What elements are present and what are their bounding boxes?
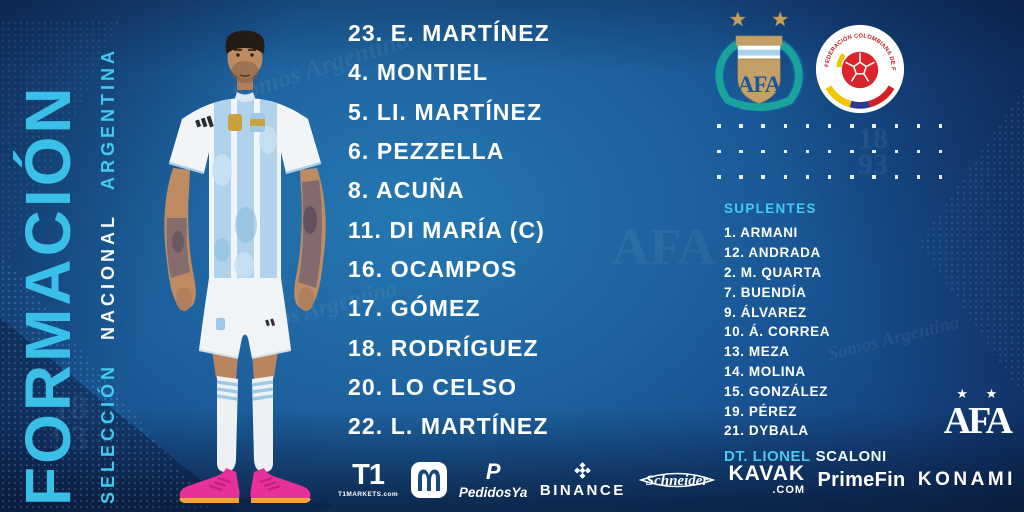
player-photo	[157, 30, 333, 512]
lineup-row: 23. E. MARTÍNEZ	[348, 20, 550, 47]
sub-row: 7. BUENDÍA	[724, 284, 807, 300]
lineup-row: 16. OCAMPOS	[348, 255, 518, 282]
sub-row: 1. ARMANI	[724, 225, 798, 241]
t1-logo: T1	[352, 458, 385, 491]
afa-monogram-letters: AFA	[943, 400, 1013, 442]
konami-label: KONAMI	[917, 469, 1016, 490]
pedidosya-p-icon: P	[485, 458, 501, 484]
sub-row: 2. M. QUARTA	[724, 264, 822, 280]
subtitle-word: SELECCIÓN	[98, 362, 118, 504]
dots-grid	[717, 124, 961, 201]
schneider-lens-icon: Schneider	[638, 472, 716, 489]
sponsor-kavak: KAVAK .COM	[728, 462, 806, 496]
kavak-label: KAVAK	[728, 462, 806, 486]
subtitle-word: ARGENTINA	[98, 46, 118, 190]
page-title: FORMACIÓN	[12, 84, 84, 506]
svg-text:AFA: AFA	[738, 72, 782, 98]
t1-sub-label: T1MARKETS.com	[338, 491, 399, 499]
sponsor-pedidosya: P PedidosYa	[458, 458, 528, 500]
lineup-row: 18. RODRÍGUEZ	[348, 334, 539, 361]
lineup-row: 20. LO CELSO	[348, 373, 518, 400]
argentina-afa-crest-icon: AFA	[713, 10, 805, 113]
lineup-row: 6. PEZZELLA	[348, 138, 505, 165]
sub-row: 19. PÉREZ	[724, 403, 797, 419]
sub-row: 10. Á. CORREA	[724, 324, 831, 340]
watermark-afa: AFA	[612, 219, 716, 276]
sub-row: 9. ÁLVAREZ	[724, 304, 807, 320]
lineup-row: 17. GÓMEZ	[348, 295, 481, 322]
golden-arches-icon	[410, 462, 447, 498]
sponsor-konami: KONAMI	[918, 469, 1016, 491]
sub-row: 21. DYBALA	[724, 423, 809, 439]
svg-text:Schneider: Schneider	[646, 473, 709, 489]
lineup-row: 22. L. MARTÍNEZ	[348, 413, 549, 440]
substitutes-heading: SUPLENTES	[724, 201, 817, 216]
sponsor-binance: BINANCE	[539, 461, 626, 499]
sub-row: 15. GONZÁLEZ	[724, 383, 828, 399]
sponsor-schneider: Schneider	[638, 463, 716, 497]
primefin-label: PrimeFin	[817, 468, 906, 491]
sub-row: 12. ANDRADA	[724, 245, 821, 261]
sub-row: 13. MEZA	[724, 344, 790, 360]
sponsor-mcdonalds	[410, 462, 447, 498]
lineup-row: 11. DI MARÍA (C)	[348, 216, 545, 243]
subtitle-word: NACIONAL	[98, 212, 118, 340]
lineup-row: 4. MONTIEL	[348, 59, 489, 86]
pedidosya-label: PedidosYa	[458, 484, 528, 500]
coach-prefix: DT. LIONEL	[724, 447, 811, 465]
afa-stars: ★ ★	[956, 386, 1005, 401]
kavak-dotcom: .COM	[772, 483, 806, 496]
lineup-row: 5. LI. MARTÍNEZ	[348, 98, 543, 125]
colombia-fcf-crest-icon: FEDERACIÓN COLOMBIANA DE FÚTBOL	[814, 23, 905, 114]
coach-name: SCALONI	[815, 447, 887, 465]
starting-eleven-list: 23. E. MARTÍNEZ 4. MONTIEL 5. LI. MARTÍN…	[348, 14, 550, 446]
sub-row: 14. MOLINA	[724, 363, 806, 379]
lineup-row: 8. ACUÑA	[348, 177, 465, 204]
substitutes-panel: SUPLENTES 1. ARMANI 12. ANDRADA 2. M. QU…	[724, 201, 887, 465]
afa-monogram: ★ ★ AFA	[943, 386, 1013, 442]
sponsor-primefin: PrimeFin	[817, 469, 905, 492]
sponsors-bar: T1 T1MARKETS.com P PedidosYa	[338, 455, 1016, 505]
binance-label: BINANCE	[539, 481, 626, 499]
coach-line: DT. LIONEL SCALONI	[724, 448, 887, 465]
sponsor-t1markets: T1 T1MARKETS.com	[338, 458, 399, 499]
page-subtitle: SELECCIÓN NACIONAL ARGENTINA	[98, 14, 118, 504]
binance-diamond-icon	[574, 461, 592, 479]
